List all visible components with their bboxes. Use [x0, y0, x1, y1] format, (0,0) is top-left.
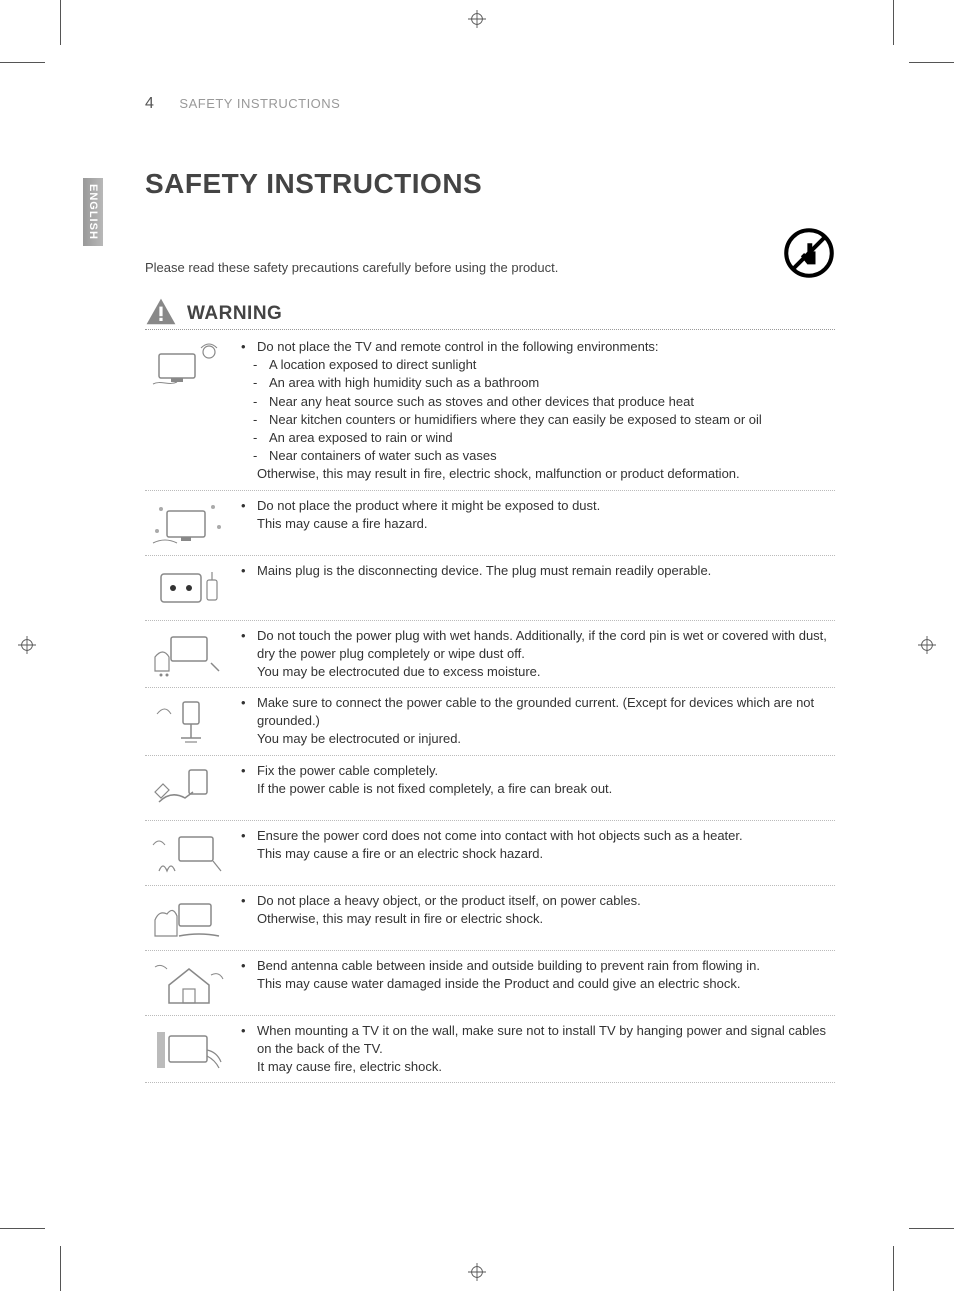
warning-row: •Mains plug is the disconnecting device.… — [145, 556, 835, 621]
bullet-dot-icon: • — [241, 627, 257, 663]
registration-mark-icon — [468, 10, 486, 28]
warning-bullet: Do not place a heavy object, or the prod… — [257, 892, 835, 910]
warning-extra-line: You may be electrocuted or injured. — [241, 730, 835, 748]
header-section: SAFETY INSTRUCTIONS — [179, 96, 340, 111]
warning-illustration-icon — [145, 338, 241, 484]
warning-text: •Bend antenna cable between inside and o… — [241, 957, 835, 1009]
warning-row: •When mounting a TV it on the wall, make… — [145, 1016, 835, 1084]
warning-row: •Bend antenna cable between inside and o… — [145, 951, 835, 1016]
warning-row: •Make sure to connect the power cable to… — [145, 688, 835, 756]
crop-mark — [909, 62, 954, 63]
crop-mark — [893, 1246, 894, 1291]
warning-sub-item: Near any heat source such as stoves and … — [269, 393, 835, 411]
dash-icon: - — [253, 429, 269, 447]
dash-icon: - — [253, 411, 269, 429]
warning-text: •Ensure the power cord does not come int… — [241, 827, 835, 879]
warning-bullet: Make sure to connect the power cable to … — [257, 694, 835, 730]
crop-mark — [60, 1246, 61, 1291]
warning-sub-item: Near containers of water such as vases — [269, 447, 835, 465]
warning-bullet: Do not touch the power plug with wet han… — [257, 627, 835, 663]
registration-mark-icon — [468, 1263, 486, 1281]
intro-text: Please read these safety precautions car… — [145, 260, 558, 275]
warning-text: •Do not touch the power plug with wet ha… — [241, 627, 835, 682]
bullet-dot-icon: • — [241, 957, 257, 975]
warning-extra-line: This may cause a fire hazard. — [241, 515, 835, 533]
registration-mark-icon — [918, 636, 936, 654]
warning-illustration-icon — [145, 827, 241, 879]
warning-illustration-icon — [145, 694, 241, 749]
warning-extra-line: You may be electrocuted due to excess mo… — [241, 663, 835, 681]
running-header: 4 SAFETY INSTRUCTIONS — [145, 95, 835, 113]
crop-mark — [0, 1228, 45, 1229]
warning-extra-line: It may cause fire, electric shock. — [241, 1058, 835, 1076]
dash-icon: - — [253, 393, 269, 411]
do-not-touch-icon — [783, 227, 835, 279]
warning-row: •Do not place a heavy object, or the pro… — [145, 886, 835, 951]
warning-illustration-icon — [145, 892, 241, 944]
warning-row: •Do not place the product where it might… — [145, 491, 835, 556]
language-tab: ENGLISH — [83, 178, 103, 246]
warning-bullet: Do not place the product where it might … — [257, 497, 835, 515]
warning-sub-list: -A location exposed to direct sunlight-A… — [241, 356, 835, 465]
warning-sub-item: An area with high humidity such as a bat… — [269, 374, 835, 392]
warning-sub-item: An area exposed to rain or wind — [269, 429, 835, 447]
warning-row: •Do not place the TV and remote control … — [145, 332, 835, 491]
crop-mark — [893, 0, 894, 45]
warning-text: •Do not place a heavy object, or the pro… — [241, 892, 835, 944]
warning-heading-row: WARNING — [145, 297, 835, 330]
page-content: 4 SAFETY INSTRUCTIONS SAFETY INSTRUCTION… — [145, 95, 835, 1083]
warning-illustration-icon — [145, 762, 241, 814]
bullet-dot-icon: • — [241, 497, 257, 515]
warning-illustration-icon — [145, 957, 241, 1009]
warning-illustration-icon — [145, 562, 241, 614]
dash-icon: - — [253, 356, 269, 374]
registration-mark-icon — [18, 636, 36, 654]
dash-icon: - — [253, 447, 269, 465]
warning-bullet: Do not place the TV and remote control i… — [257, 338, 835, 356]
dash-icon: - — [253, 374, 269, 392]
warning-extra-line: This may cause a fire or an electric sho… — [241, 845, 835, 863]
bullet-dot-icon: • — [241, 827, 257, 845]
warning-text: •Do not place the product where it might… — [241, 497, 835, 549]
crop-mark — [60, 0, 61, 45]
warning-illustration-icon — [145, 627, 241, 682]
warning-text: •Make sure to connect the power cable to… — [241, 694, 835, 749]
page-title: SAFETY INSTRUCTIONS — [145, 168, 835, 200]
warning-heading: WARNING — [187, 303, 282, 325]
warning-row: •Fix the power cable completely.If the p… — [145, 756, 835, 821]
warning-extra-line: If the power cable is not fixed complete… — [241, 780, 835, 798]
warning-illustration-icon — [145, 1022, 241, 1077]
warning-text: •Mains plug is the disconnecting device.… — [241, 562, 835, 614]
warning-extra-line: This may cause water damaged inside the … — [241, 975, 835, 993]
warning-bullet: Ensure the power cord does not come into… — [257, 827, 835, 845]
warning-text: •When mounting a TV it on the wall, make… — [241, 1022, 835, 1077]
warning-illustration-icon — [145, 497, 241, 549]
bullet-dot-icon: • — [241, 892, 257, 910]
warning-bullet: Fix the power cable completely. — [257, 762, 835, 780]
warning-triangle-icon — [145, 297, 177, 325]
bullet-dot-icon: • — [241, 338, 257, 356]
warning-bullet: Bend antenna cable between inside and ou… — [257, 957, 835, 975]
warning-table: •Do not place the TV and remote control … — [145, 332, 835, 1083]
warning-sub-item: Near kitchen counters or humidifiers whe… — [269, 411, 835, 429]
bullet-dot-icon: • — [241, 1022, 257, 1058]
warning-text: •Do not place the TV and remote control … — [241, 338, 835, 484]
bullet-dot-icon: • — [241, 762, 257, 780]
warning-trailing: Otherwise, this may result in fire, elec… — [241, 465, 835, 483]
warning-text: •Fix the power cable completely.If the p… — [241, 762, 835, 814]
warning-bullet: Mains plug is the disconnecting device. … — [257, 562, 835, 580]
warning-row: •Do not touch the power plug with wet ha… — [145, 621, 835, 689]
warning-row: •Ensure the power cord does not come int… — [145, 821, 835, 886]
bullet-dot-icon: • — [241, 562, 257, 580]
crop-mark — [0, 62, 45, 63]
page-number: 4 — [145, 95, 154, 113]
intro-row: Please read these safety precautions car… — [145, 255, 835, 279]
warning-bullet: When mounting a TV it on the wall, make … — [257, 1022, 835, 1058]
warning-extra-line: Otherwise, this may result in fire or el… — [241, 910, 835, 928]
warning-sub-item: A location exposed to direct sunlight — [269, 356, 835, 374]
crop-mark — [909, 1228, 954, 1229]
bullet-dot-icon: • — [241, 694, 257, 730]
